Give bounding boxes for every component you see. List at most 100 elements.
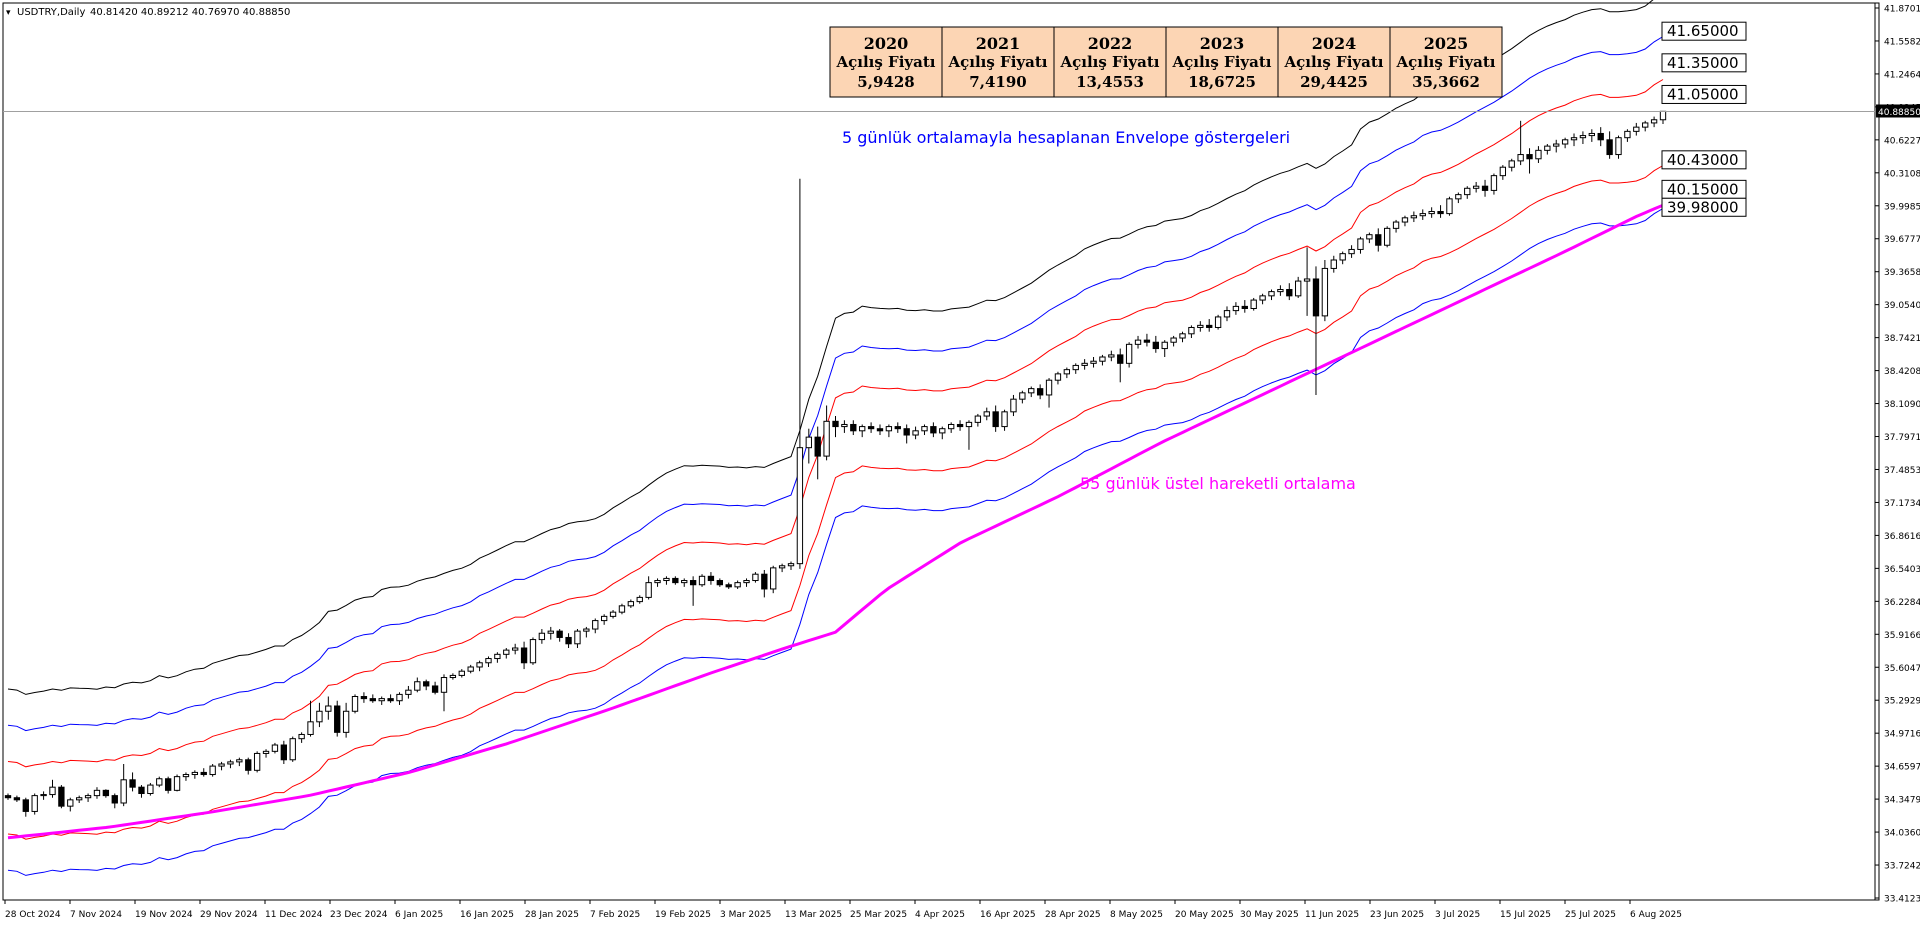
candle-body: [449, 674, 457, 679]
candle-body: [245, 759, 252, 771]
candle-body: [1143, 339, 1151, 343]
candle-body: [1499, 166, 1507, 177]
candle-body: [1383, 227, 1391, 246]
year-open-label: Açılış Fiyatı: [836, 53, 936, 71]
price-level-label: 40.43000: [1667, 151, 1739, 169]
year-open-cell: [1053, 26, 1167, 98]
candle-body: [1410, 215, 1418, 219]
candle-body: [627, 601, 635, 607]
candle-body: [1028, 388, 1035, 394]
candles-layer: [4, 110, 1667, 817]
axes-layer: 41.8701041.5582541.2464040.9345540.62270…: [4, 5, 1920, 920]
candle-body: [965, 421, 973, 428]
candle-body: [1419, 213, 1426, 217]
x-tick-label: 13 Mar 2025: [785, 910, 842, 920]
y-tick-label: 38.10900: [1884, 400, 1920, 410]
year-open-label: Açılış Fiyatı: [1396, 53, 1496, 71]
candle-body: [1321, 267, 1329, 317]
candle-body: [1125, 343, 1133, 364]
candle-body: [1206, 324, 1213, 328]
candle-body: [645, 582, 652, 598]
year-open-label: Açılış Fiyatı: [1284, 53, 1384, 71]
x-tick-label: 30 May 2025: [1240, 910, 1299, 920]
x-tick-label: 11 Jun 2025: [1305, 910, 1359, 920]
y-tick-label: 41.55825: [1884, 37, 1920, 47]
year-open-year: 2021: [976, 34, 1021, 53]
symbol-title: USDTRY,Daily: [17, 7, 85, 18]
candle-body: [716, 580, 723, 586]
x-tick-label: 16 Apr 2025: [980, 910, 1036, 920]
chart-menu-icon[interactable]: ▾: [6, 8, 11, 18]
candle-body: [271, 744, 279, 752]
candle-body: [1036, 388, 1044, 396]
candle-body: [1375, 234, 1382, 246]
candle-body: [770, 567, 777, 590]
y-tick-label: 34.97160: [1884, 730, 1920, 740]
candle-body: [983, 411, 990, 417]
y-tick-label: 36.86160: [1884, 532, 1920, 542]
candle-body: [1544, 145, 1551, 151]
candle-body: [1650, 119, 1658, 124]
x-tick-label: 4 Apr 2025: [915, 910, 965, 920]
candle-body: [1223, 310, 1231, 318]
candle-body: [761, 573, 768, 590]
y-tick-label: 38.74215: [1884, 334, 1920, 344]
candle-body: [369, 698, 376, 702]
candle-body: [1117, 354, 1124, 364]
candle-body: [1464, 187, 1471, 196]
candle-body: [200, 771, 207, 776]
x-tick-label: 25 Jul 2025: [1565, 910, 1616, 920]
year-open-value: 18,6725: [1188, 73, 1256, 91]
year-open-cell: [1277, 26, 1391, 98]
candle-body: [1054, 373, 1062, 381]
y-tick-label: 39.99855: [1884, 202, 1920, 212]
price-level-box: [1661, 197, 1747, 217]
candle-body: [592, 620, 599, 630]
candle-body: [22, 799, 29, 812]
price-level-label: 41.35000: [1667, 54, 1739, 72]
candle-body: [520, 647, 528, 664]
candle-body: [1446, 198, 1453, 215]
candle-body: [1455, 194, 1462, 200]
year-open-cell: [829, 26, 943, 98]
year-open-value: 35,3662: [1412, 73, 1480, 91]
y-tick-label: 40.31085: [1884, 169, 1920, 179]
candle-body: [841, 423, 848, 428]
candle-body: [1108, 354, 1115, 358]
candle-body: [1535, 149, 1542, 160]
candle-body: [1597, 132, 1604, 141]
x-tick-label: 7 Nov 2024: [70, 910, 122, 920]
candle-body: [912, 430, 919, 436]
envelope-mid-lower: [7, 208, 1664, 876]
y-tick-label: 34.34790: [1884, 796, 1920, 806]
candle-body: [31, 795, 38, 812]
x-tick-label: 28 Oct 2024: [5, 910, 61, 920]
candle-body: [227, 761, 234, 765]
candle-body: [636, 596, 643, 603]
candle-body: [663, 577, 670, 582]
current-price-marker: [1876, 104, 1920, 118]
candle-body: [1134, 339, 1142, 345]
candle-body: [431, 685, 439, 693]
candle-body: [458, 670, 465, 676]
candle-body: [1045, 379, 1053, 396]
candle-body: [1633, 126, 1640, 132]
candle-body: [734, 582, 741, 588]
candle-body: [1481, 185, 1489, 191]
candle-body: [1642, 122, 1649, 128]
candle-body: [698, 575, 706, 586]
candle-body: [138, 786, 145, 795]
candle-body: [850, 423, 857, 432]
candle-body: [956, 423, 964, 428]
candle-body: [1437, 210, 1444, 215]
candle-body: [743, 580, 750, 584]
candle-body: [289, 738, 296, 761]
year-open-year: 2023: [1200, 34, 1245, 53]
x-tick-label: 8 May 2025: [1110, 910, 1163, 920]
candle-body: [164, 778, 172, 791]
year-open-label: Açılış Fiyatı: [948, 53, 1048, 71]
candle-body: [538, 632, 546, 641]
candle-body: [609, 611, 617, 617]
candle-body: [556, 630, 563, 638]
